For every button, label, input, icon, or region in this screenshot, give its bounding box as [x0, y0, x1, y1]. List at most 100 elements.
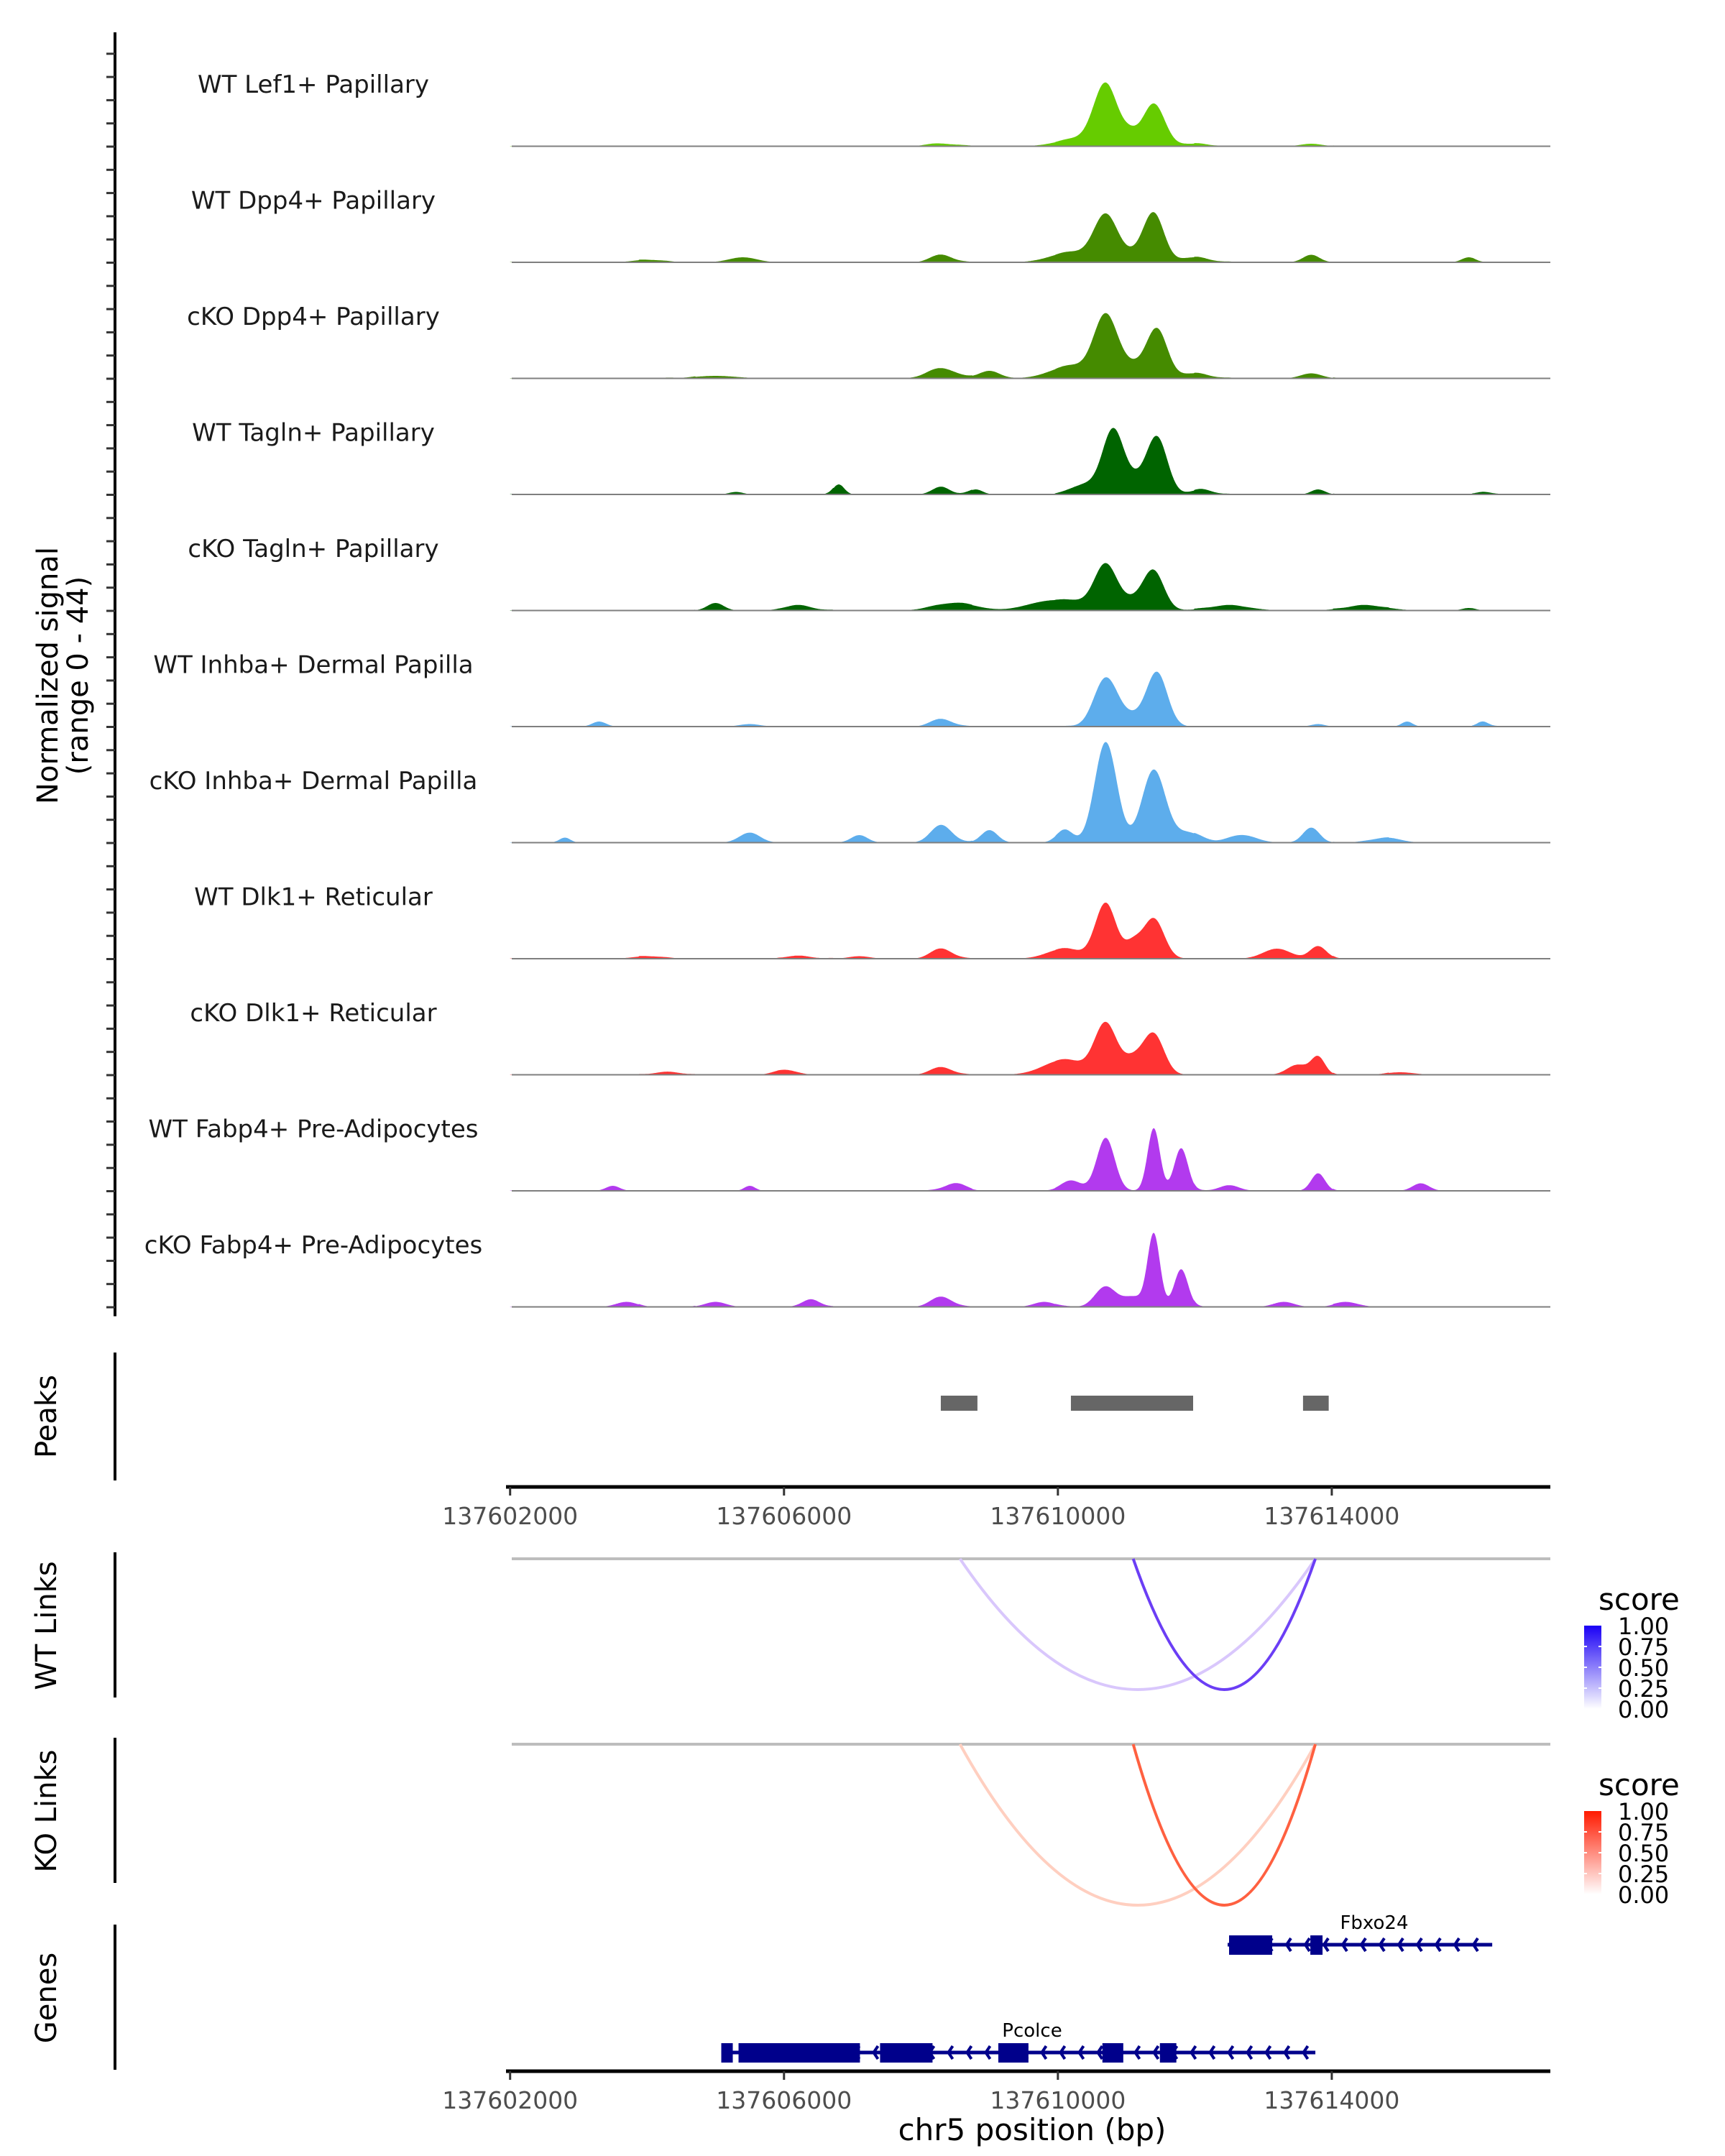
gene-exon: [1310, 1935, 1323, 1955]
track-label: WT Tagln+ Papillary: [192, 419, 435, 448]
track-label: cKO Tagln+ Papillary: [188, 535, 438, 563]
coverage-track: WT Lef1+ Papillary: [106, 52, 1550, 148]
strand-arrow-icon: [1227, 2045, 1235, 2060]
x-axis-upper: 137602000 137606000 137610000 137614000: [442, 1485, 1550, 1530]
gene-label: Fbxo24: [1340, 1912, 1408, 1934]
coverage-area: [510, 1128, 1504, 1191]
strand-arrow-icon: [1246, 2045, 1254, 2060]
x-tick-label: 137610000: [990, 2086, 1126, 2114]
legend-tick-label: 0.75: [1618, 1819, 1669, 1846]
x-tick-label: 137614000: [1264, 2086, 1399, 2114]
x-tick-label: 137614000: [1264, 1502, 1399, 1530]
gene-fbxo24: Fbxo24: [1228, 1912, 1493, 1955]
coverage-area: [510, 671, 1504, 727]
legend-tick-label: 0.25: [1618, 1675, 1669, 1703]
wt-links-track-label: WT Links: [30, 1561, 63, 1690]
links-panels: [114, 1552, 1550, 1907]
legend-tick-label: 1.00: [1618, 1613, 1669, 1640]
coverage-track: WT Inhba+ Dermal Papilla: [106, 632, 1550, 728]
link-arc: [1131, 1558, 1317, 1691]
x-tick-label: 137610000: [990, 1502, 1126, 1530]
legend-title: score: [1598, 1582, 1680, 1617]
gene-label: Pcolce: [1002, 2020, 1062, 2042]
x-tick-label: 137606000: [716, 2086, 852, 2114]
strand-arrow-icon: [1208, 2045, 1216, 2060]
track-label: cKO Dlk1+ Reticular: [190, 999, 436, 1028]
strand-arrow-icon: [947, 2045, 954, 2060]
strand-arrow-icon: [1077, 2045, 1085, 2060]
coverage-track: WT Tagln+ Papillary: [106, 400, 1550, 496]
coverage-track: cKO Dlk1+ Reticular: [106, 981, 1550, 1077]
gene-exon: [880, 2043, 933, 2063]
strand-arrow-icon: [1303, 1937, 1311, 1953]
ko-links-track: [114, 1738, 1550, 1907]
y-axis-title-line1: Normalized signal: [32, 547, 65, 804]
legend-tick-label: 0.25: [1618, 1861, 1669, 1888]
strand-arrow-icon: [1471, 1937, 1479, 1953]
link-arc: [1131, 1743, 1317, 1907]
strand-arrow-icon: [872, 2045, 880, 2060]
strand-arrow-icon: [1284, 1937, 1292, 1953]
link-arc: [958, 1557, 1317, 1691]
coverage-track: cKO Fabp4+ Pre-Adipocytes: [106, 1213, 1550, 1309]
coverage-area: [510, 212, 1504, 262]
x-tick-label: 137606000: [716, 1502, 852, 1530]
strand-arrow-icon: [1096, 2045, 1104, 2060]
gene-pcolce: Pcolce: [721, 2020, 1316, 2063]
track-label: WT Dlk1+ Reticular: [194, 883, 433, 912]
strand-arrow-icon: [1415, 1937, 1423, 1953]
peak-region: [1070, 1396, 1194, 1411]
coverage-area: [510, 563, 1504, 611]
track-label: cKO Inhba+ Dermal Papilla: [150, 767, 478, 796]
genes-panel: Fbxo24 Pcolce: [114, 1912, 1493, 2070]
x-axis-lower: 137602000 137606000 137610000 137614000: [442, 2069, 1550, 2114]
strand-arrow-icon: [1190, 2045, 1197, 2060]
legend-tick-label: 0.50: [1618, 1840, 1669, 1867]
coverage-track: WT Dlk1+ Reticular: [106, 865, 1550, 960]
strand-arrow-icon: [1322, 1937, 1330, 1953]
legend-tick-label: 0.75: [1618, 1634, 1669, 1661]
strand-arrow-icon: [1359, 1937, 1367, 1953]
legend-tick-label: 0.50: [1618, 1654, 1669, 1682]
gene-exon: [998, 2043, 1029, 2063]
coverage-track: WT Fabp4+ Pre-Adipocytes: [106, 1097, 1550, 1192]
peaks-track-label: Peaks: [30, 1375, 63, 1458]
gene-exon: [738, 2043, 860, 2063]
x-tick-label: 137602000: [442, 2086, 578, 2114]
coverage-area: [510, 1233, 1504, 1307]
peak-region: [940, 1396, 978, 1411]
strand-arrow-icon: [1059, 2045, 1067, 2060]
legend-tick-label: 0.00: [1618, 1696, 1669, 1723]
coverage-area: [510, 82, 1504, 147]
coverage-area: [510, 742, 1504, 843]
coverage-track: cKO Inhba+ Dermal Papilla: [106, 742, 1550, 844]
coverage-track: WT Dpp4+ Papillary: [106, 168, 1550, 264]
x-tick-label: 137602000: [442, 1502, 578, 1530]
track-label: WT Fabp4+ Pre-Adipocytes: [149, 1115, 479, 1144]
legend-tick-label: 1.00: [1618, 1798, 1669, 1825]
gene-exon: [1159, 2043, 1177, 2063]
coverage-area: [510, 313, 1504, 379]
strand-arrow-icon: [1283, 2045, 1291, 2060]
strand-arrow-icon: [1397, 1937, 1404, 1953]
strand-arrow-icon: [1453, 1937, 1460, 1953]
strand-arrow-icon: [965, 2045, 973, 2060]
coverage-area: [510, 428, 1504, 494]
coverage-area: [510, 1021, 1504, 1075]
track-label: cKO Fabp4+ Pre-Adipocytes: [144, 1231, 483, 1260]
legend-tick-label: 0.00: [1618, 1881, 1669, 1909]
track-label: WT Inhba+ Dermal Papilla: [153, 651, 473, 680]
strand-arrow-icon: [1152, 2045, 1160, 2060]
coverage-track: cKO Dpp4+ Papillary: [106, 285, 1550, 380]
y-axis-title-line2: (range 0 - 44): [62, 576, 95, 775]
strand-arrow-icon: [1302, 2045, 1310, 2060]
ko-links-track-label: KO Links: [30, 1750, 63, 1873]
peaks-panel: [114, 1353, 1329, 1480]
coverage-area: [510, 903, 1504, 959]
gene-exon: [1102, 2043, 1123, 2063]
strand-arrow-icon: [1040, 2045, 1048, 2060]
track-label: cKO Dpp4+ Papillary: [187, 303, 440, 331]
wt-links-track: [114, 1552, 1550, 1697]
